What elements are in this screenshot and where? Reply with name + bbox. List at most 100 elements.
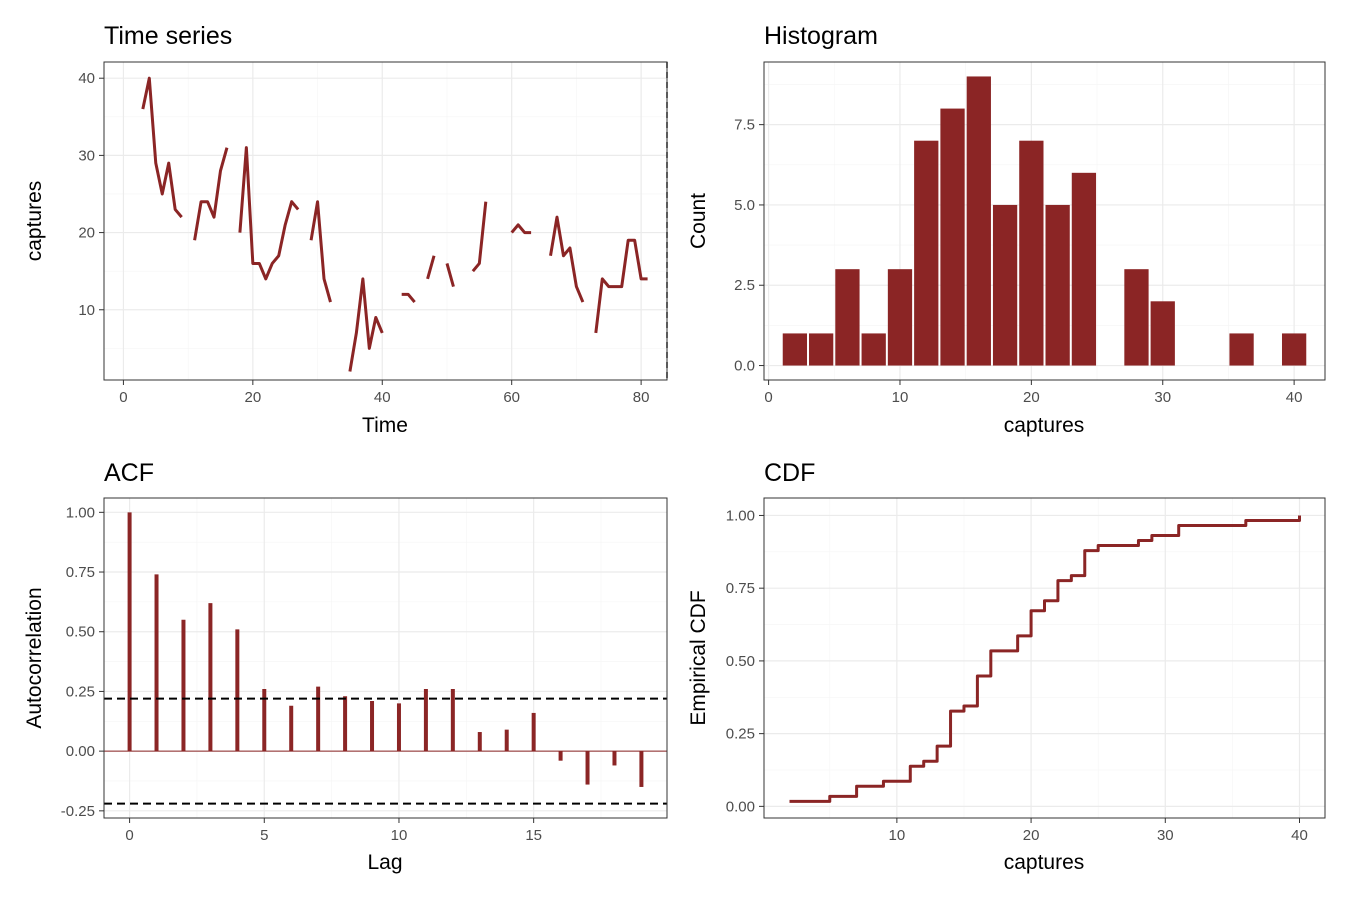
time-series-xlabel: Time: [362, 414, 408, 437]
ts-x-tick-label: 80: [633, 389, 650, 406]
histogram-bar: [1124, 269, 1149, 366]
hist-x-tick-label: 10: [892, 389, 909, 406]
histogram-title: Histogram: [764, 22, 878, 50]
histogram-y-ticks: 0.0 2.5 5.0 7.5: [734, 117, 764, 375]
histogram-bar: [861, 333, 886, 366]
histogram-bar: [782, 333, 808, 366]
ts-y-tick-label: 30: [78, 147, 95, 164]
acf-y-tick-label: 0.00: [66, 743, 95, 760]
time-series-panel: 0 20 40 60 80 10 20 30 40: [78, 61, 668, 406]
cdf-panel-bg: [764, 498, 1325, 818]
ts-y-tick-label: 20: [78, 225, 95, 242]
cdf-line: [789, 515, 1301, 803]
time-series-line-segment: [141, 76, 183, 219]
time-series-line-segment: [348, 277, 384, 372]
histogram-frame: [763, 61, 1326, 381]
histogram-bar: [887, 269, 913, 366]
hist-x-tick-label: 40: [1286, 389, 1303, 406]
ts-x-tick-label: 20: [244, 389, 261, 406]
time-series-line-segment: [510, 223, 532, 235]
histogram-bar: [835, 269, 860, 366]
histogram-xlabel: captures: [1004, 414, 1085, 437]
acf-y-tick-label: 0.50: [66, 624, 95, 641]
histogram-bar: [1281, 333, 1307, 366]
cdf-title: CDF: [764, 459, 815, 487]
time-series-line-segment: [238, 146, 300, 281]
histogram-panel: 0 10 20 30 40 0.0 2.5 5.0 7.5: [734, 61, 1326, 406]
acf-y-tick-label: 0.25: [66, 683, 95, 700]
acf-x-tick-label: 10: [391, 827, 408, 844]
cdf-x-tick-label: 10: [889, 827, 906, 844]
hist-y-tick-label: 2.5: [734, 277, 755, 294]
cdf-x-tick-label: 30: [1157, 827, 1174, 844]
ts-panel-bg: [104, 62, 667, 380]
time-series-line-segment: [426, 255, 436, 280]
histogram-bar: [1019, 140, 1044, 366]
time-series-grid: [104, 62, 667, 380]
ts-x-tick-label: 0: [119, 389, 127, 406]
cdf-y-tick-label: 1.00: [726, 507, 755, 524]
acf-y-tick-label: 0.75: [66, 564, 95, 581]
histogram-bar: [1229, 333, 1254, 366]
time-series-line-segment: [549, 215, 585, 303]
hist-x-tick-label: 0: [764, 389, 772, 406]
acf-bars: [104, 512, 667, 805]
hist-y-tick-label: 7.5: [734, 117, 755, 134]
ts-y-tick-label: 10: [78, 302, 95, 319]
histogram-bar: [1071, 172, 1097, 366]
acf-panel: 0 5 10 15 -0.25 0.00 0.25 0.50 0.75 1.00: [61, 497, 668, 844]
time-series-title: Time series: [104, 22, 232, 50]
hist-x-tick-label: 30: [1154, 389, 1171, 406]
acf-x-tick-label: 15: [525, 827, 542, 844]
time-series-line-segment: [309, 200, 332, 303]
acf-x-ticks: 0 5 10 15: [125, 818, 542, 844]
hist-x-tick-label: 20: [1023, 389, 1040, 406]
cdf-x-tick-label: 20: [1023, 827, 1040, 844]
acf-ylabel: Autocorrelation: [23, 587, 46, 728]
acf-frame: [103, 497, 668, 819]
histogram-ylabel: Count: [687, 193, 710, 249]
time-series-line-segment: [401, 292, 416, 304]
histogram-bar: [992, 204, 1018, 366]
ts-x-tick-label: 60: [503, 389, 520, 406]
acf-y-ticks: -0.25 0.00 0.25 0.50 0.75 1.00: [61, 504, 104, 820]
acf-xlabel: Lag: [367, 851, 402, 874]
acf-y-tick-label: 1.00: [66, 504, 95, 521]
acf-x-tick-label: 0: [125, 827, 133, 844]
cdf-y-ticks: 0.00 0.25 0.50 0.75 1.00: [726, 507, 764, 815]
time-series-line-segment: [445, 263, 455, 288]
cdf-ylabel: Empirical CDF: [687, 590, 710, 725]
time-series-line-segment: [471, 201, 488, 273]
ts-x-tick-label: 40: [374, 389, 391, 406]
cdf-y-tick-label: 0.75: [726, 580, 755, 597]
hist-y-tick-label: 0.0: [734, 358, 755, 375]
hist-y-tick-label: 5.0: [734, 197, 755, 214]
cdf-step-line: [789, 515, 1301, 803]
histogram-bar: [914, 140, 939, 366]
time-series-line-segment: [594, 238, 648, 334]
acf-x-tick-label: 5: [260, 827, 268, 844]
acf-panel-bg: [104, 498, 667, 818]
time-series-frame: [103, 61, 668, 381]
histogram-bar: [1045, 204, 1070, 366]
histogram-bar: [809, 333, 834, 366]
ts-y-tick-label: 40: [78, 70, 95, 87]
cdf-grid: [764, 498, 1325, 818]
histogram-bars: [782, 76, 1307, 366]
cdf-xlabel: captures: [1004, 851, 1085, 874]
cdf-frame: [763, 497, 1326, 819]
histogram-bar: [1150, 301, 1175, 366]
acf-y-tick-label: -0.25: [61, 803, 95, 820]
acf-grid: [104, 498, 667, 818]
cdf-y-tick-label: 0.50: [726, 653, 755, 670]
time-series-ylabel: captures: [23, 181, 46, 262]
time-series-x-ticks: 0 20 40 60 80: [119, 380, 649, 406]
acf-title: ACF: [104, 459, 154, 487]
histogram-bar: [940, 108, 965, 366]
histogram-x-ticks: 0 10 20 30 40: [764, 380, 1302, 406]
time-series-y-ticks: 10 20 30 40: [78, 70, 104, 319]
cdf-y-tick-label: 0.00: [726, 798, 755, 815]
cdf-x-tick-label: 40: [1291, 827, 1308, 844]
cdf-panel: 10 20 30 40 0.00 0.25 0.50 0.75 1.00: [726, 497, 1326, 844]
